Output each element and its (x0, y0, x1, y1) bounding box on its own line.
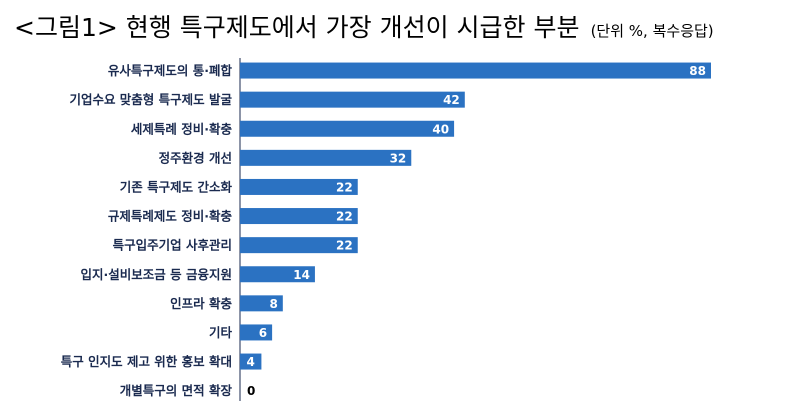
data-label: 22 (336, 210, 353, 224)
bar (240, 62, 711, 79)
bar (240, 178, 358, 195)
category-label: 특구입주기업 사후관리 (113, 238, 232, 253)
category-label: 인프라 확충 (170, 296, 232, 311)
data-label: 42 (443, 93, 460, 107)
chart-subtitle: (단위 %, 복수응답) (590, 22, 714, 40)
bar (240, 208, 358, 225)
chart-title: <그림1> 현행 특구제도에서 가장 개선이 시급한 부분 (14, 13, 580, 42)
data-label: 88 (689, 64, 706, 78)
data-label: 8 (269, 297, 277, 311)
data-label: 40 (432, 122, 449, 136)
bar (240, 324, 273, 341)
category-label: 기존 특구제도 간소화 (120, 179, 233, 194)
data-label: 22 (336, 180, 353, 194)
category-label: 규제특례제도 정비·확충 (108, 209, 233, 224)
category-label: 세제특례 정비·확충 (131, 121, 233, 136)
bar (240, 295, 283, 312)
category-label: 기타 (209, 325, 233, 340)
category-label: 유사특구제도의 통·폐합 (108, 63, 233, 78)
data-label: 6 (259, 326, 267, 340)
category-label: 특구 인지도 제고 위한 홍보 확대 (61, 354, 232, 369)
bar (240, 266, 315, 283)
data-label: 4 (247, 355, 255, 369)
category-label: 정주환경 개선 (159, 150, 232, 165)
category-label: 개별특구의 면적 확장 (120, 383, 233, 398)
bar (240, 91, 465, 108)
bar (240, 120, 455, 137)
data-label: 32 (390, 151, 407, 165)
bar (240, 353, 262, 370)
chart-title-row: <그림1> 현행 특구제도에서 가장 개선이 시급한 부분 (단위 %, 복수응… (14, 8, 714, 44)
data-label: 14 (293, 268, 310, 282)
bar (240, 149, 412, 166)
category-label: 입지·설비보조금 등 금융지원 (81, 267, 232, 282)
data-label: 22 (336, 239, 353, 253)
data-label: 0 (247, 384, 255, 398)
category-label: 기업수요 맞춤형 특구제도 발굴 (69, 92, 232, 107)
bar (240, 237, 358, 254)
